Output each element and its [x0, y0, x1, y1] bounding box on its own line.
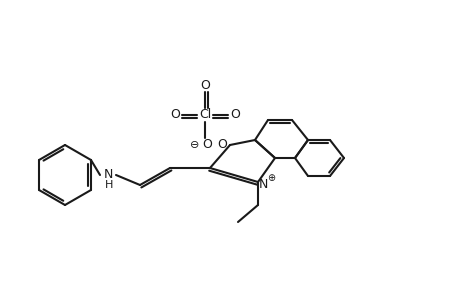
Text: O: O — [202, 139, 212, 152]
Text: ⊖: ⊖ — [190, 140, 199, 150]
Text: O: O — [217, 139, 226, 152]
Text: N: N — [103, 169, 112, 182]
Text: H: H — [105, 180, 113, 190]
Text: O: O — [170, 109, 179, 122]
Text: N: N — [258, 178, 267, 191]
Text: ⊕: ⊕ — [266, 173, 274, 183]
Text: O: O — [230, 109, 240, 122]
Text: Cl: Cl — [198, 109, 211, 122]
Text: O: O — [200, 79, 209, 92]
